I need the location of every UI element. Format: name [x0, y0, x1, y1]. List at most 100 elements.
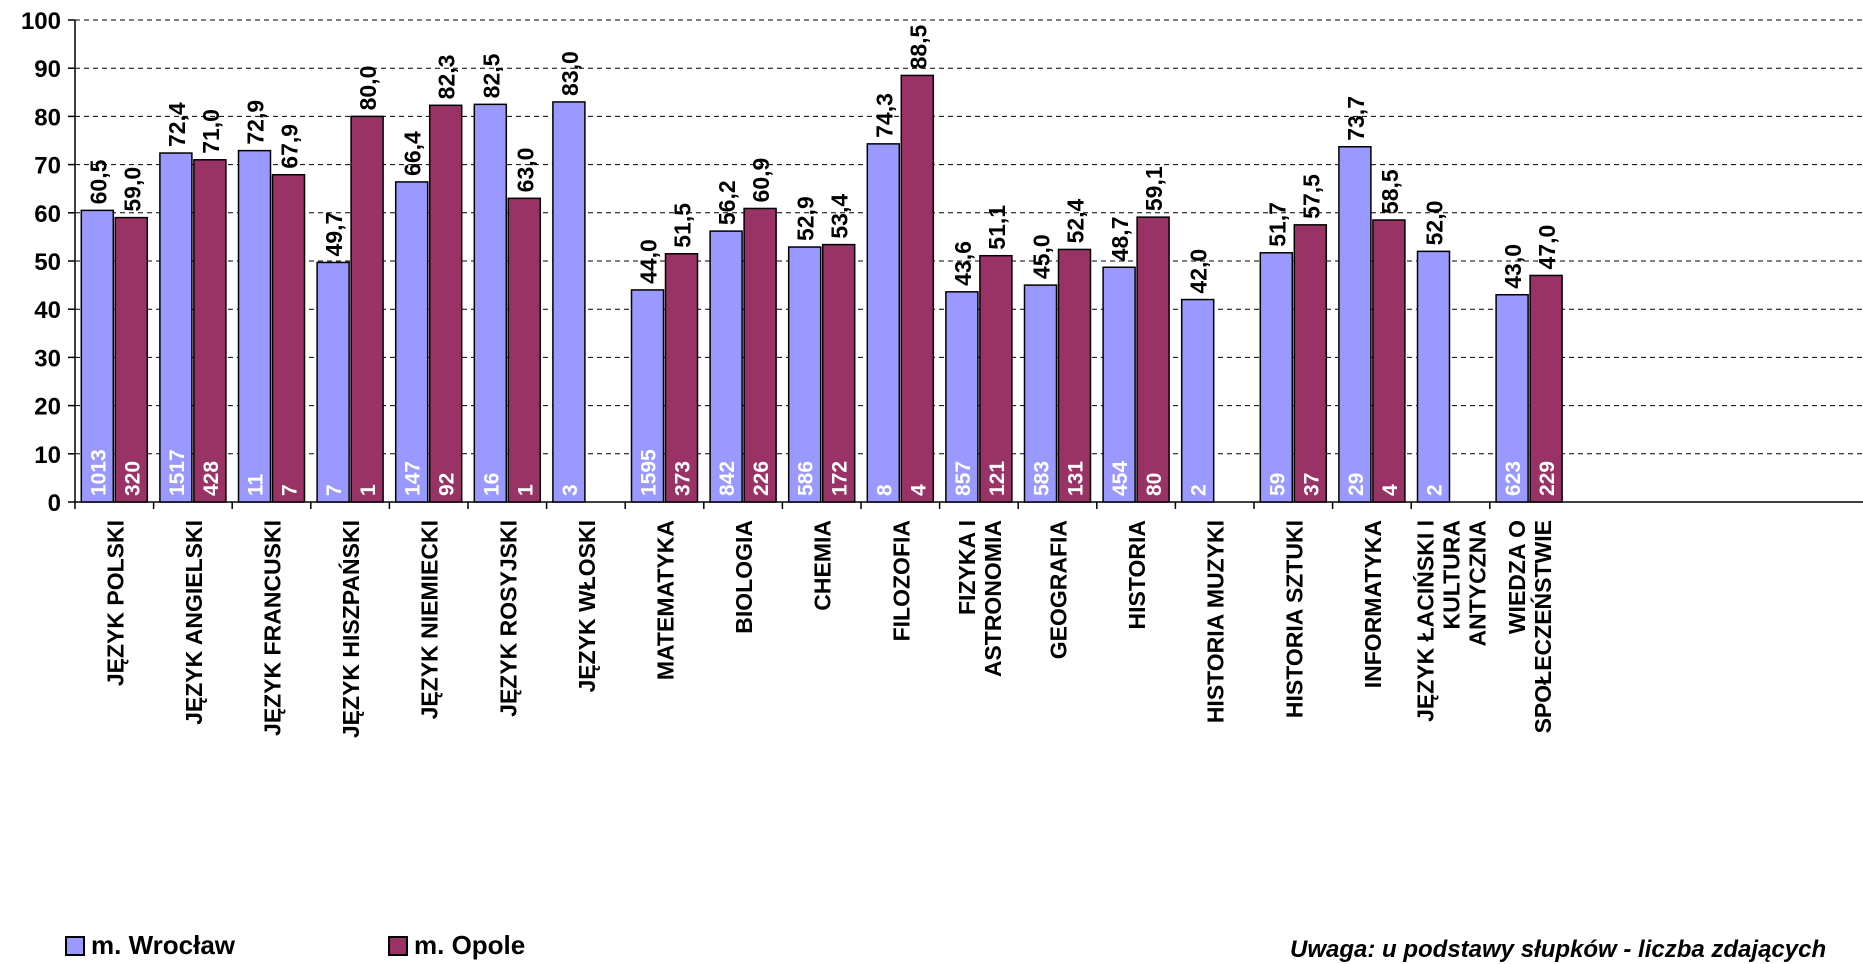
- bar-wroclaw: [787, 246, 822, 503]
- category-label: FIZYKA I: [954, 520, 980, 615]
- count-label: 80: [1143, 473, 1166, 496]
- value-label: 67,9: [277, 124, 303, 169]
- category-label: HISTORIA SZTUKI: [1281, 520, 1307, 718]
- bar-wroclaw: [1180, 298, 1215, 503]
- count-label: 92: [436, 473, 459, 496]
- legend-swatch-opole: [388, 935, 408, 956]
- y-tick-label: 70: [34, 153, 61, 180]
- count-label: 3: [559, 484, 582, 496]
- bar-opole: [1057, 248, 1092, 503]
- bar-opole: [507, 197, 542, 503]
- category-label: CHEMIA: [810, 520, 836, 611]
- bar-opole: [1293, 224, 1328, 503]
- count-label: 16: [480, 473, 503, 496]
- value-label: 53,4: [827, 194, 853, 239]
- bar-opole: [271, 173, 306, 503]
- count-label: 857: [952, 461, 975, 496]
- count-label: 373: [672, 461, 695, 496]
- count-label: 1: [357, 484, 380, 496]
- legend-item-opole: m. Opole: [388, 930, 525, 961]
- y-tick-label: 30: [34, 345, 61, 372]
- value-label: 83,0: [557, 51, 583, 96]
- value-label: 42,0: [1186, 249, 1212, 294]
- category-label: JĘZYK ŁACIŃSKI I: [1412, 520, 1439, 722]
- value-label: 72,4: [164, 102, 190, 147]
- category-label: JĘZYK HISZPAŃSKI: [337, 520, 364, 738]
- bar-opole: [1372, 219, 1406, 503]
- value-label: 51,1: [984, 205, 1010, 250]
- bar-wroclaw: [473, 103, 508, 503]
- count-label: 37: [1300, 473, 1323, 496]
- value-label: 57,5: [1298, 174, 1324, 219]
- category-label: GEOGRAFIA: [1046, 520, 1072, 659]
- y-tick-label: 40: [34, 297, 61, 324]
- count-label: 7: [279, 484, 302, 496]
- value-label: 56,2: [714, 180, 740, 225]
- category-label: FILOZOFIA: [888, 520, 914, 641]
- bar-opole: [428, 104, 463, 503]
- bar-opole: [350, 115, 384, 503]
- value-label: 51,7: [1264, 202, 1290, 247]
- count-label: 8: [873, 484, 896, 496]
- category-label: HISTORIA: [1124, 520, 1150, 629]
- count-label: 29: [1345, 473, 1368, 496]
- value-label: 66,4: [400, 131, 426, 176]
- category-label: JĘZYK POLSKI: [102, 520, 128, 686]
- category-label: JĘZYK FRANCUSKI: [260, 520, 286, 736]
- y-tick-label: 10: [34, 442, 61, 469]
- value-label: 59,0: [119, 167, 145, 212]
- count-label: 4: [907, 484, 930, 496]
- value-label: 73,7: [1343, 96, 1369, 141]
- legend-label-opole: m. Opole: [414, 930, 526, 960]
- y-tick-label: 0: [48, 490, 61, 517]
- value-label: 52,0: [1422, 201, 1448, 246]
- category-label: MATEMATYKA: [653, 520, 679, 680]
- bar-opole: [1529, 274, 1563, 503]
- value-label: 63,0: [512, 148, 538, 193]
- value-label: 74,3: [871, 93, 897, 138]
- bar-wroclaw: [1416, 250, 1451, 503]
- bar-opole: [979, 254, 1013, 503]
- bar-wroclaw: [237, 149, 272, 503]
- count-label: 586: [795, 461, 818, 496]
- value-label: 80,0: [355, 66, 381, 111]
- bar-wroclaw: [866, 143, 901, 503]
- bar-wroclaw: [1495, 293, 1529, 503]
- value-label: 60,5: [85, 159, 111, 204]
- value-label: 52,4: [1063, 198, 1089, 243]
- value-label: 49,7: [321, 212, 347, 257]
- count-label: 1517: [166, 449, 189, 496]
- value-label: 47,0: [1534, 225, 1560, 270]
- bar-opole: [900, 74, 935, 503]
- bar-wroclaw: [945, 291, 979, 503]
- count-label: 1013: [87, 449, 110, 496]
- count-label: 1595: [638, 449, 661, 496]
- count-label: 320: [121, 461, 144, 496]
- count-label: 4: [1379, 484, 1402, 496]
- category-label: JĘZYK WŁOSKI: [574, 520, 600, 693]
- legend-swatch-wroclaw: [65, 935, 85, 956]
- category-label: HISTORIA MUZYKI: [1203, 520, 1229, 723]
- bar-opole: [821, 243, 856, 503]
- y-tick-label: 80: [34, 104, 61, 131]
- bar-wroclaw: [1102, 266, 1136, 503]
- bar-wroclaw: [1338, 146, 1372, 503]
- bar-wroclaw: [159, 152, 193, 503]
- bar-wroclaw: [394, 181, 429, 503]
- count-label: 454: [1109, 461, 1132, 496]
- value-label: 44,0: [636, 239, 662, 284]
- value-label: 82,3: [434, 55, 460, 100]
- legend-item-wroclaw: m. Wrocław: [65, 930, 235, 961]
- value-label: 82,5: [478, 53, 504, 98]
- count-label: 623: [1502, 461, 1525, 496]
- value-label: 52,9: [793, 196, 819, 241]
- bar-opole: [193, 159, 227, 503]
- count-label: 147: [402, 461, 425, 496]
- y-tick-label: 20: [34, 394, 61, 421]
- count-label: 11: [245, 473, 268, 496]
- count-label: 7: [323, 484, 346, 496]
- category-label: INFORMATYKA: [1360, 520, 1386, 688]
- bar-opole: [1136, 216, 1170, 503]
- chart-footnote: Uwaga: u podstawy słupków - liczba zdają…: [1290, 936, 1827, 963]
